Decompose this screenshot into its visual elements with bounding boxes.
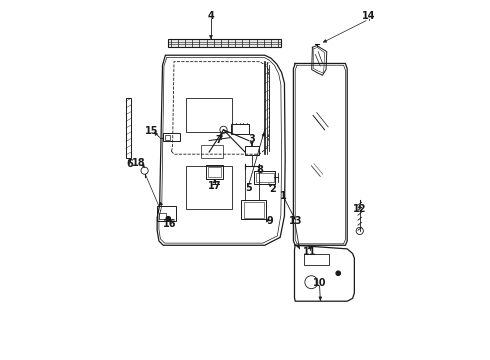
Text: 11: 11 (303, 247, 317, 257)
Text: 17: 17 (208, 181, 221, 192)
Text: 7: 7 (216, 135, 222, 145)
Bar (244, 202, 264, 218)
Text: 16: 16 (163, 219, 176, 229)
Text: 3: 3 (248, 134, 255, 144)
Bar (205, 165, 223, 179)
Bar (201, 145, 223, 158)
Bar (159, 213, 166, 220)
Circle shape (336, 271, 341, 275)
Bar (231, 124, 248, 134)
Circle shape (166, 217, 171, 221)
Text: 1: 1 (280, 191, 287, 201)
Text: 13: 13 (289, 216, 302, 226)
Text: 15: 15 (145, 126, 158, 135)
Bar (256, 173, 274, 182)
FancyBboxPatch shape (168, 39, 281, 47)
Bar (186, 166, 232, 209)
Bar (245, 146, 259, 155)
Bar (208, 167, 221, 177)
Bar (254, 171, 275, 184)
Bar (304, 254, 329, 265)
Text: 6: 6 (126, 158, 133, 168)
Text: 2: 2 (270, 184, 276, 194)
Bar (242, 200, 266, 220)
Text: 18: 18 (132, 158, 146, 168)
Text: 5: 5 (245, 183, 252, 193)
Text: 4: 4 (208, 11, 214, 21)
Text: 14: 14 (362, 11, 375, 21)
Text: 12: 12 (353, 204, 367, 214)
Bar (126, 98, 131, 158)
Text: 8: 8 (256, 165, 263, 175)
Text: 9: 9 (267, 216, 273, 226)
Bar (166, 135, 170, 140)
Bar (163, 134, 180, 141)
Bar (186, 98, 232, 132)
Text: 10: 10 (313, 278, 326, 288)
Bar (157, 206, 176, 221)
